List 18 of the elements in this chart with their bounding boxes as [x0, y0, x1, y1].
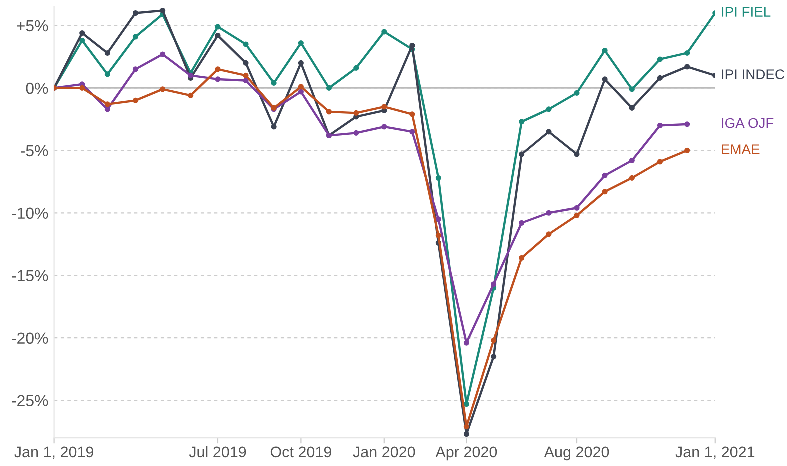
y-tick-label: -15%: [12, 270, 48, 282]
x-tick-label: Jan 1, 2021: [676, 446, 755, 460]
x-tick-label: Aug 2020: [544, 446, 610, 461]
series-label: IPI FIEL: [722, 7, 771, 17]
y-tick-label: 0%: [26, 82, 48, 94]
x-tick-label: Oct 2019: [270, 446, 332, 458]
series-label: IPI INDEC: [722, 70, 784, 80]
x-tick-label: Jan 2020: [353, 446, 416, 458]
text: IGA OJF: [722, 118, 774, 128]
x-tick-label: Apr 2020: [436, 446, 498, 461]
y-tick-label: +5%: [17, 20, 48, 32]
y-tick-label: -10%: [12, 208, 48, 220]
y-tick-label: -5%: [21, 145, 48, 157]
x-tick-label: Jul 2019: [189, 446, 246, 458]
x-tick-label: Jan 1, 2019: [14, 446, 94, 460]
text: EMAE: [722, 144, 760, 154]
y-tick-label: -25%: [12, 395, 48, 406]
y-tick-label: -20%: [12, 332, 48, 344]
